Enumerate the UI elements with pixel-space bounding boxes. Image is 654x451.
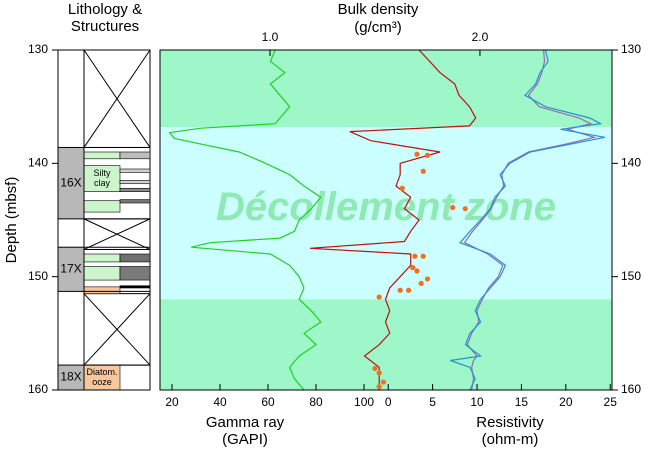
y-tick-label: 160 xyxy=(621,382,641,396)
data-point xyxy=(380,379,386,385)
lithology-unit xyxy=(119,199,151,204)
log-curve xyxy=(168,49,322,391)
x-tick-label: 2.0 xyxy=(472,30,489,44)
axis-label: Bulk density xyxy=(338,1,419,18)
core-label: 17X xyxy=(60,261,81,275)
lithology-label: Silty xyxy=(93,168,111,178)
x-tick-label: 0 xyxy=(385,395,392,409)
data-point xyxy=(414,268,420,274)
lithology-unit xyxy=(119,266,151,281)
no-recovery-cross xyxy=(83,218,151,250)
data-point xyxy=(376,370,382,376)
x-tick-label: 20 xyxy=(559,395,573,409)
data-point xyxy=(412,253,418,259)
data-point xyxy=(376,294,382,300)
zone-label: Décollement zone xyxy=(216,185,556,229)
lithology-label: Diatom. xyxy=(86,367,117,377)
data-point xyxy=(424,276,431,282)
lithology-unit xyxy=(83,151,121,160)
plot-frame xyxy=(159,49,613,391)
core-label: 16X xyxy=(60,175,81,189)
log-curve xyxy=(463,49,597,391)
x-tick-label: 40 xyxy=(213,395,227,409)
zone-band xyxy=(160,299,612,390)
log-curve xyxy=(450,49,606,391)
data-point xyxy=(414,151,420,157)
core-label: 18X xyxy=(60,370,81,384)
x-tick-label: 1.0 xyxy=(262,30,279,44)
x-tick-label: 10 xyxy=(470,395,484,409)
lithology-unit xyxy=(83,286,121,294)
log-curve xyxy=(309,49,477,390)
lithology-column xyxy=(57,49,151,391)
lithology-unit xyxy=(83,253,121,263)
data-point xyxy=(376,384,382,390)
lithology-unit xyxy=(119,253,151,263)
core xyxy=(57,246,85,292)
axis-label: (GAPI) xyxy=(222,431,268,448)
y-tick-label: 130 xyxy=(621,42,641,56)
y-tick-label: 160 xyxy=(28,382,48,396)
lithology-unit xyxy=(119,180,151,185)
lithology-unit xyxy=(83,200,121,213)
data-point xyxy=(424,152,431,158)
lithology-unit xyxy=(119,168,151,173)
x-tick-label: 100 xyxy=(354,395,374,409)
no-recovery-cross xyxy=(83,293,151,366)
y-tick-label: 130 xyxy=(28,42,48,56)
no-recovery-cross xyxy=(83,49,151,148)
axis-label: Resistivity xyxy=(476,414,544,431)
x-tick-label: 60 xyxy=(261,395,275,409)
lithology-title: Lithology & xyxy=(68,1,142,18)
data-point xyxy=(450,204,456,211)
data-point xyxy=(410,265,416,271)
lithology-unit xyxy=(119,285,151,289)
depth-axis-label: Depth (mbsf) xyxy=(3,177,20,264)
core xyxy=(57,146,85,220)
y-tick-label: 140 xyxy=(621,156,641,170)
lithology-unit xyxy=(83,266,121,281)
data-point xyxy=(372,365,378,372)
axis-label: (ohm-m) xyxy=(482,431,539,448)
data-point xyxy=(397,287,403,293)
zone-band xyxy=(160,127,612,300)
lithology-unit xyxy=(83,165,121,192)
x-tick-label: 80 xyxy=(309,395,323,409)
data-point xyxy=(420,253,426,259)
lithology-unit xyxy=(119,187,151,192)
x-tick-label: 25 xyxy=(604,395,618,409)
y-tick-label: 150 xyxy=(621,269,641,283)
y-tick-label: 140 xyxy=(28,156,48,170)
x-tick-label: 20 xyxy=(165,395,179,409)
data-point xyxy=(462,206,468,212)
axis-label: Gamma ray xyxy=(206,414,285,431)
data-point xyxy=(420,168,426,174)
lithology-unit xyxy=(119,151,151,160)
x-tick-label: 5 xyxy=(429,395,436,409)
lithology-title: Structures xyxy=(71,18,139,35)
data-point xyxy=(405,287,412,293)
data-point xyxy=(418,280,424,287)
lithology-label: clay xyxy=(94,178,111,188)
y-tick-label: 150 xyxy=(28,269,48,283)
lithology-label: ooze xyxy=(92,377,112,387)
zone-band xyxy=(160,50,612,128)
data-point xyxy=(399,185,405,191)
axis-label: (g/cm³) xyxy=(354,19,402,36)
x-tick-label: 15 xyxy=(515,395,529,409)
